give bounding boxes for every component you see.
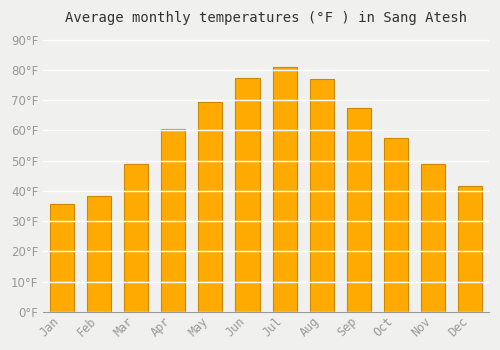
Bar	[310, 79, 334, 312]
Bar	[272, 67, 296, 312]
Bar	[347, 107, 371, 312]
Title: Average monthly temperatures (°F ) in Sang Atesh: Average monthly temperatures (°F ) in Sa…	[65, 11, 467, 25]
Bar	[458, 186, 482, 312]
Bar	[384, 138, 408, 312]
Bar	[236, 78, 260, 312]
Bar	[161, 129, 186, 312]
Bar	[50, 204, 74, 312]
Bar	[87, 196, 111, 312]
Bar	[124, 163, 148, 312]
Bar	[198, 102, 222, 312]
Bar	[421, 163, 446, 312]
